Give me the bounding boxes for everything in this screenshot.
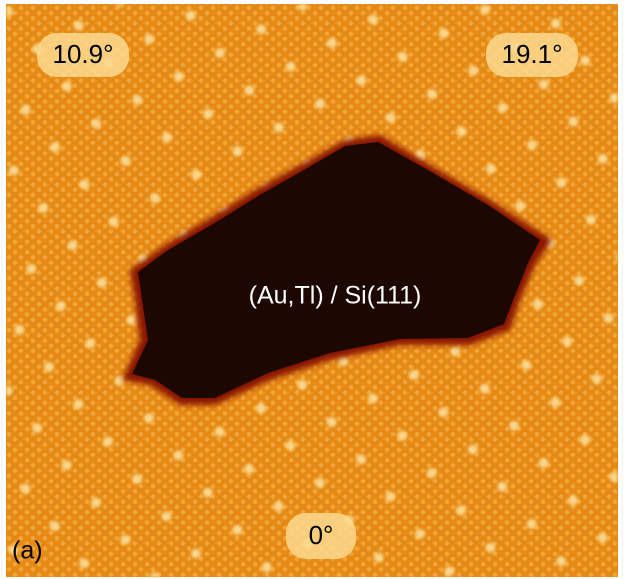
angle-label: 0° <box>309 520 334 550</box>
badge: 10.9° <box>37 33 129 77</box>
stm-figure: 10.9° 19.1° 0° (Au,Tl) / Si(111) (a) <box>0 0 625 579</box>
panel-label: (a) <box>12 537 43 565</box>
angle-label: 10.9° <box>52 39 113 69</box>
region-label: (Au,Tl) / Si(111) <box>249 282 422 310</box>
badge: 19.1° <box>486 33 578 77</box>
badge: 0° <box>286 513 356 559</box>
angle-label: 19.1° <box>501 39 562 69</box>
